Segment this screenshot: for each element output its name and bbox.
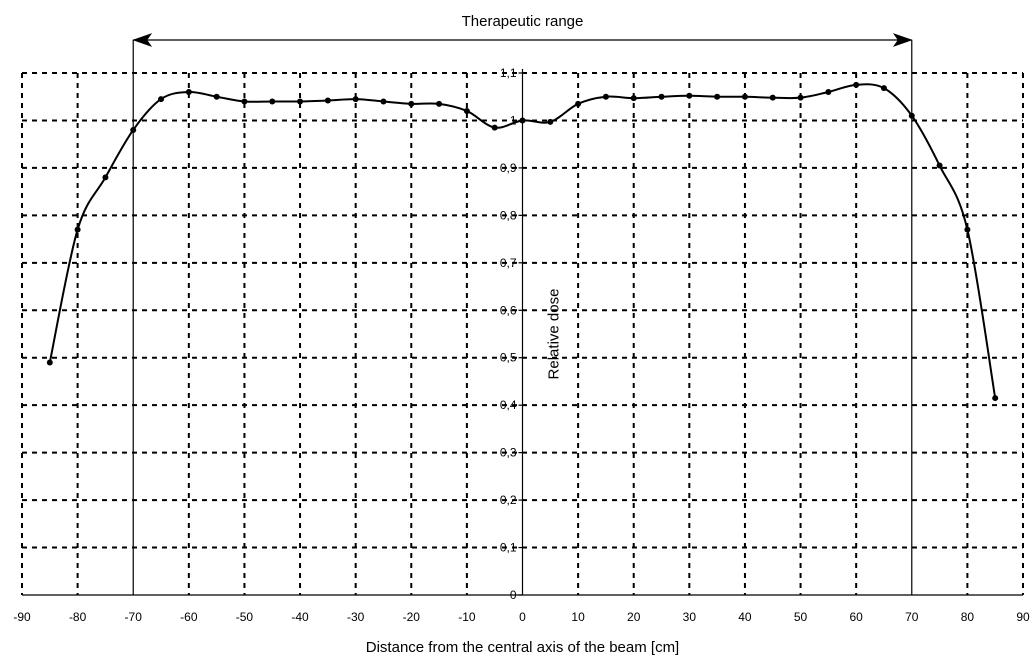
- x-tick-label: -10: [458, 610, 476, 624]
- data-point: [908, 112, 915, 119]
- x-tick-label: -40: [291, 610, 309, 624]
- data-point: [547, 118, 554, 125]
- data-point: [964, 226, 971, 233]
- data-point: [769, 94, 776, 101]
- data-point: [797, 94, 804, 101]
- x-axis-title: Distance from the central axis of the be…: [366, 639, 679, 656]
- x-tick-label: -60: [180, 610, 198, 624]
- y-tick-label: 0,1: [500, 541, 517, 555]
- y-tick-labels: 0 0,1 0,2 0,3 0,4 0,5 0,6 0,7 0,8 0,9 1 1,1: [500, 66, 517, 602]
- x-tick-label: 70: [905, 610, 919, 624]
- data-point: [408, 100, 415, 107]
- data-point: [825, 88, 832, 95]
- data-point: [602, 93, 609, 100]
- data-points: [46, 81, 999, 402]
- data-point: [102, 174, 109, 181]
- x-tick-label: 90: [1016, 610, 1030, 624]
- data-point: [130, 126, 137, 133]
- x-tick-label: 50: [794, 610, 808, 624]
- x-tick-label: 30: [683, 610, 697, 624]
- y-tick-label: 0,4: [500, 398, 517, 412]
- y-tick-label: 0,9: [500, 161, 517, 175]
- data-point: [936, 162, 943, 169]
- x-tick-label: 0: [519, 610, 526, 624]
- y-axis-title: Relative dose: [546, 289, 563, 380]
- y-tick-label: 1,1: [500, 66, 517, 80]
- x-tick-label: 20: [627, 610, 641, 624]
- data-point: [741, 93, 748, 100]
- data-point: [269, 98, 276, 105]
- data-point: [213, 93, 220, 100]
- data-point: [686, 92, 693, 99]
- x-tick-label: -80: [69, 610, 87, 624]
- x-tick-label: -20: [403, 610, 421, 624]
- data-point: [436, 100, 443, 107]
- x-tick-label: -90: [13, 610, 31, 624]
- data-point: [714, 93, 721, 100]
- data-point: [630, 95, 637, 102]
- x-tick-label: 80: [961, 610, 975, 624]
- data-point: [658, 93, 665, 100]
- data-point: [297, 98, 304, 105]
- data-point: [463, 107, 470, 114]
- y-tick-label: 0,7: [500, 256, 517, 270]
- x-tick-label: -50: [236, 610, 254, 624]
- y-tick-label: 1: [510, 113, 517, 127]
- data-point: [158, 96, 165, 103]
- x-tick-label: 40: [738, 610, 752, 624]
- data-point: [491, 124, 498, 131]
- y-tick-label: 0,6: [500, 303, 517, 317]
- therapeutic-range-annotation: Therapeutic range: [132, 13, 913, 47]
- x-tick-label: 10: [571, 610, 585, 624]
- data-point: [992, 395, 999, 402]
- x-tick-label: 60: [849, 610, 863, 624]
- data-point: [853, 81, 860, 88]
- data-point: [241, 98, 248, 105]
- axes: [22, 69, 1023, 596]
- data-point: [880, 85, 887, 92]
- data-point: [380, 98, 387, 105]
- y-tick-label: 0,3: [500, 446, 517, 460]
- data-point: [185, 88, 192, 95]
- x-tick-label: -70: [125, 610, 143, 624]
- y-tick-label: 0: [510, 588, 517, 602]
- data-point: [324, 97, 331, 104]
- y-tick-label: 0,5: [500, 351, 517, 365]
- y-tick-label: 0,8: [500, 208, 517, 222]
- data-point: [74, 226, 81, 233]
- data-point: [575, 100, 582, 107]
- therapeutic-range-label: Therapeutic range: [462, 13, 584, 30]
- data-point: [519, 117, 526, 124]
- data-point: [46, 359, 53, 366]
- x-tick-label: -30: [347, 610, 365, 624]
- x-tick-labels: -90 -80 -70 -60 -50 -40 -30 -20 -10 0 10 20 30 40 50 60…: [13, 610, 1030, 624]
- data-point: [352, 96, 359, 103]
- y-tick-label: 0,2: [500, 493, 517, 507]
